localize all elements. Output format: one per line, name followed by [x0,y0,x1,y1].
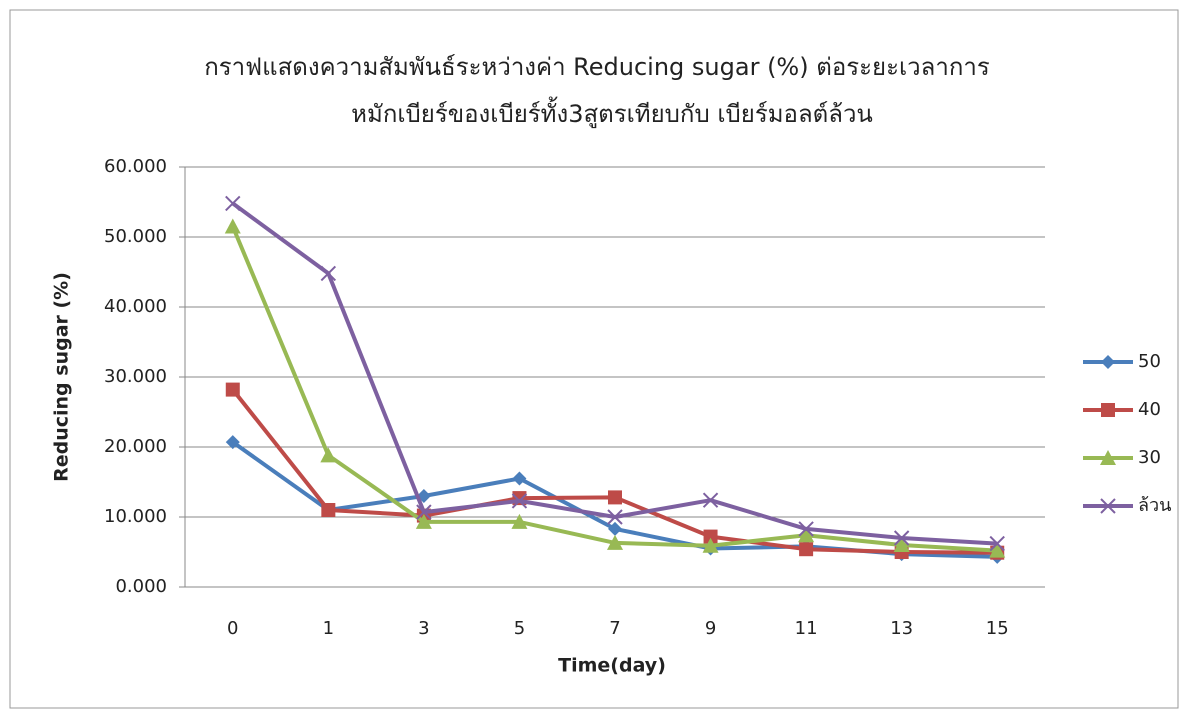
data-point [224,218,241,234]
data-point [893,530,910,546]
y-tick-label: 50.000 [104,226,167,247]
data-point [512,471,527,486]
x-tick-label: 15 [986,618,1009,639]
data-point [703,529,718,544]
data-point [799,542,814,557]
data-point [416,504,432,520]
y-tick-label: 30.000 [104,366,167,387]
legend-label: 30 [1138,447,1161,468]
x-tick-label: 5 [514,618,525,639]
data-point [702,492,719,508]
y-tick-label: 0.000 [115,576,167,597]
legend-label: ล้วน [1138,495,1171,516]
x-tick-label: 13 [890,618,913,639]
data-point [893,537,910,552]
y-tick-label: 20.000 [104,436,167,457]
data-point [798,521,814,537]
x-tick-label: 1 [323,618,334,639]
data-point [989,542,1006,558]
legend-label: 50 [1138,351,1161,372]
x-tick-label: 0 [227,618,238,639]
x-axis-title: Time(day) [558,655,666,677]
data-point [320,265,337,282]
legend-label: 40 [1138,399,1161,420]
data-point [511,493,528,509]
data-point [225,382,240,397]
data-point [415,513,432,529]
legend-marker [1101,355,1115,369]
chart-frame [9,9,1179,709]
legend-marker [1101,403,1115,417]
x-tick-label: 11 [795,618,818,639]
y-tick-label: 40.000 [104,296,167,317]
legend-marker [1100,450,1116,465]
x-tick-label: 3 [418,618,429,639]
data-point [702,537,719,553]
data-point [607,534,623,550]
data-point [608,521,622,536]
y-axis-title: Reducing sugar (%) [51,272,73,482]
data-point [607,509,623,525]
data-point [798,527,815,543]
data-point [989,535,1005,552]
data-point [225,435,240,450]
x-tick-label: 9 [705,618,716,639]
chart-title: หมักเบียร์ของเบียร์ทั้ง3สูตรเทียบกับ เบี… [351,96,873,129]
y-tick-label: 60.000 [104,156,167,177]
chart-title: กราฟแสดงความสัมพันธ์ระหว่างค่า Reducing … [204,53,990,81]
legend-marker [1100,498,1116,514]
y-tick-label: 10.000 [104,506,167,527]
data-point [320,447,337,463]
data-point [321,503,336,517]
data-point [511,513,528,529]
data-point [225,195,241,212]
x-tick-label: 7 [609,618,620,639]
data-point [608,490,622,505]
